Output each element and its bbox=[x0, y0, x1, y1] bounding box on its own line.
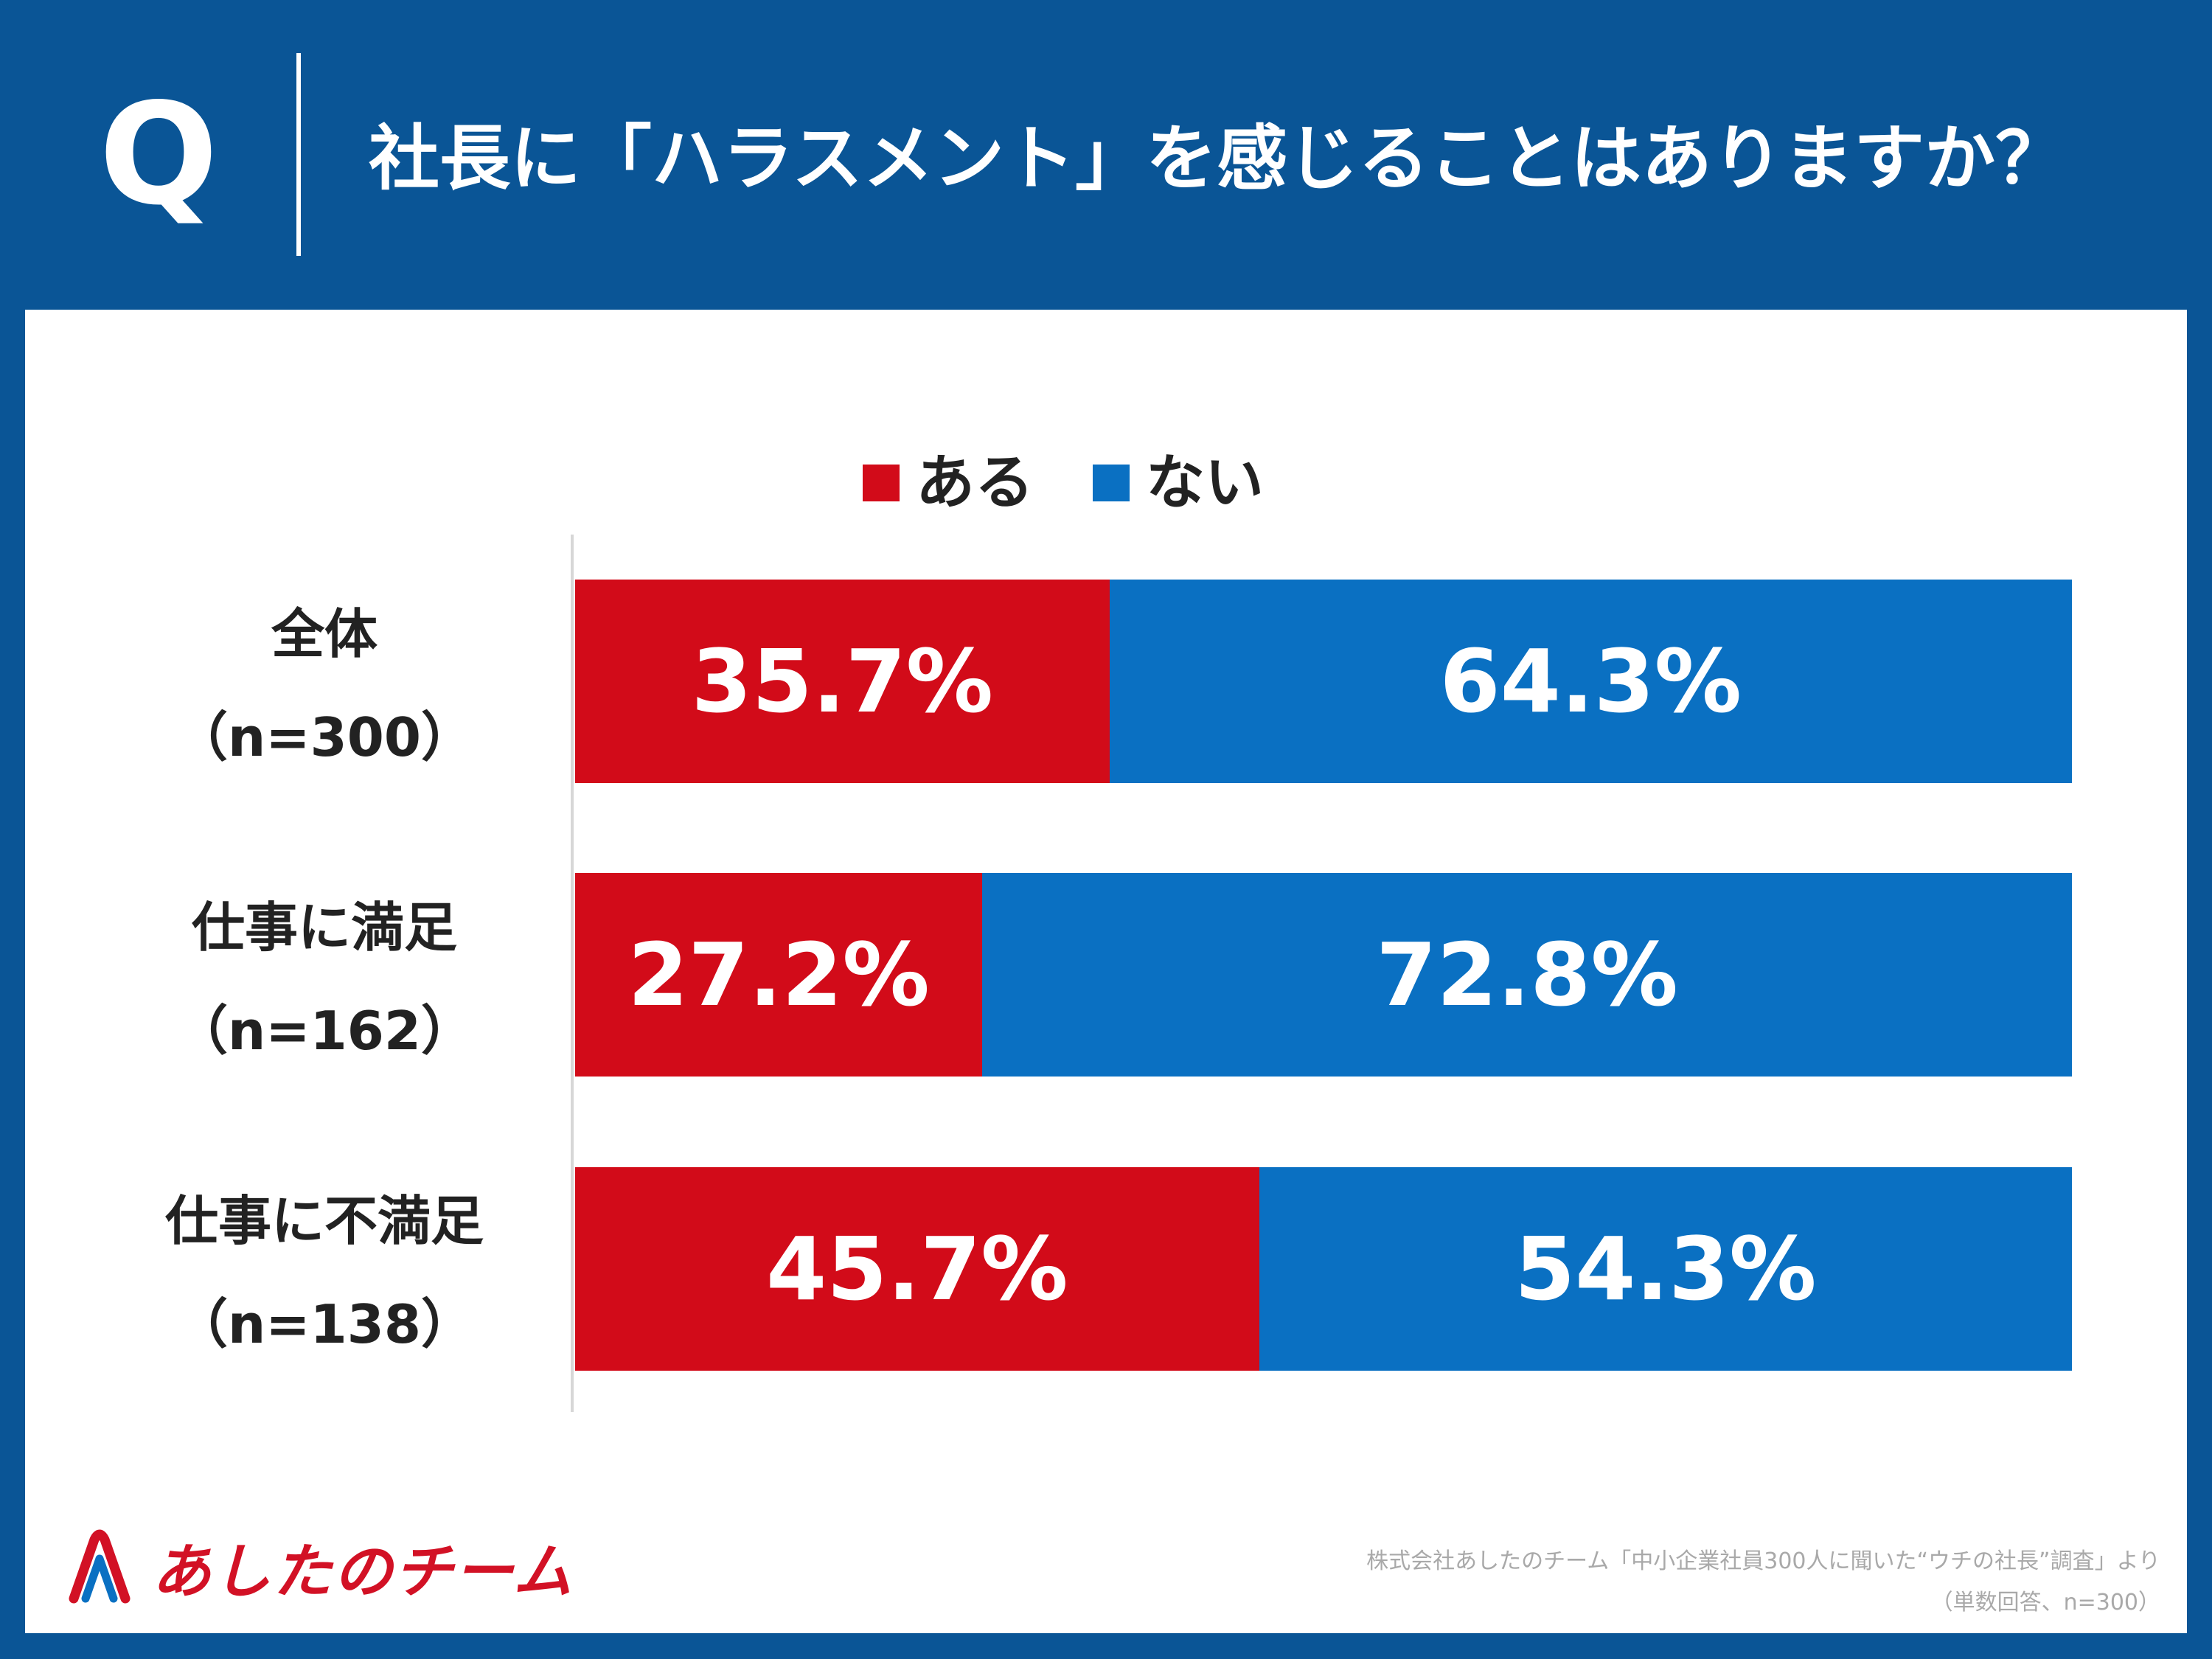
category-label-all: 全体 （n=300） bbox=[81, 582, 568, 789]
bar-row-all: 35.7% 64.3% bbox=[575, 580, 2072, 783]
bar-segment-nai: 64.3% bbox=[1109, 580, 2072, 783]
bar-segment-nai: 54.3% bbox=[1259, 1167, 2072, 1371]
category-name: 全体 bbox=[271, 603, 378, 665]
category-axis-line bbox=[571, 535, 574, 1412]
legend-label-nai: ない bbox=[1146, 448, 1264, 517]
bar-segment-aru: 45.7% bbox=[575, 1167, 1259, 1371]
bar-row-satisfied: 27.2% 72.8% bbox=[575, 873, 2072, 1077]
category-sample-size: （n=162） bbox=[175, 1000, 474, 1062]
category-label-dissatisfied: 仕事に不満足 （n=138） bbox=[81, 1169, 568, 1376]
category-sample-size: （n=138） bbox=[175, 1293, 474, 1355]
bar-segment-aru: 35.7% bbox=[575, 580, 1110, 783]
q-mark: Q bbox=[99, 73, 218, 236]
source-note: 株式会社あしたのチーム「中小企業社員300人に聞いた“ウチの社長”調査」より （… bbox=[1366, 1541, 2160, 1624]
legend-label-aru: ある bbox=[916, 448, 1034, 517]
company-logo: あしたのチーム bbox=[59, 1519, 574, 1615]
category-sample-size: （n=300） bbox=[175, 706, 474, 768]
category-label-satisfied: 仕事に満足 （n=162） bbox=[81, 876, 568, 1082]
category-name: 仕事に不満足 bbox=[164, 1190, 484, 1252]
chart-legend: ある ない bbox=[863, 442, 1323, 524]
bar-segment-aru: 27.2% bbox=[575, 873, 983, 1077]
category-name: 仕事に満足 bbox=[191, 897, 457, 959]
legend-item-nai: ない bbox=[1093, 442, 1264, 524]
paperclip-a-logo-icon bbox=[69, 1529, 131, 1604]
bar-segment-nai: 72.8% bbox=[982, 873, 2072, 1077]
header-divider bbox=[296, 53, 301, 256]
legend-swatch-aru bbox=[863, 465, 900, 501]
source-line-detail: （単数回答、n=300） bbox=[1930, 1590, 2160, 1615]
header-banner: Q 社長に「ハラスメント」を感じることはありますか？ bbox=[0, 0, 2212, 310]
logo-text: あしたのチーム bbox=[152, 1537, 574, 1606]
legend-swatch-nai bbox=[1093, 465, 1130, 501]
question-title: 社長に「ハラスメント」を感じることはありますか？ bbox=[369, 117, 2067, 200]
legend-item-aru: ある bbox=[863, 442, 1034, 524]
bar-row-dissatisfied: 45.7% 54.3% bbox=[575, 1167, 2072, 1371]
source-line: 株式会社あしたのチーム「中小企業社員300人に聞いた“ウチの社長”調査」より bbox=[1366, 1548, 2160, 1574]
